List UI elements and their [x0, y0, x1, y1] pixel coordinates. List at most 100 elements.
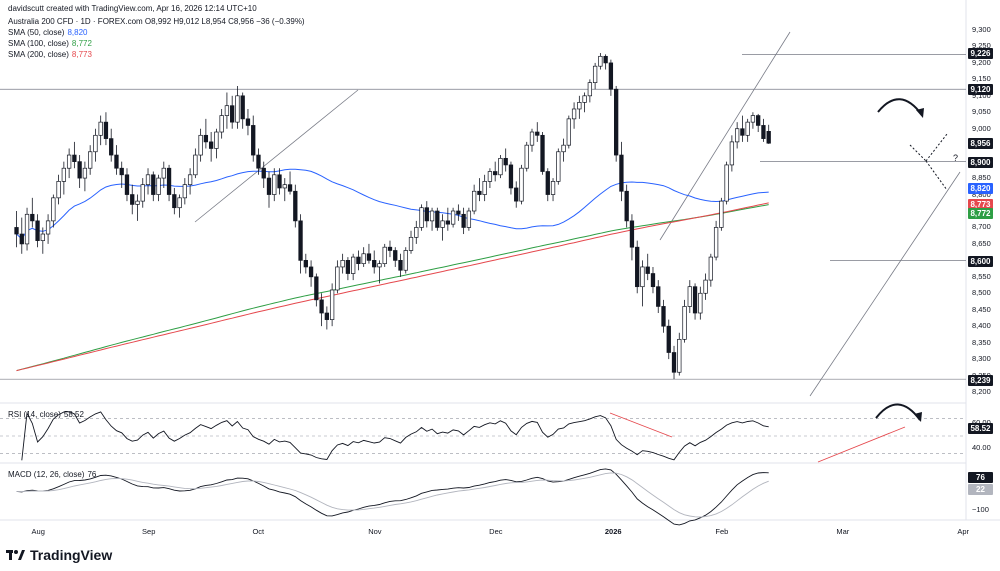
trend-line: [194, 89, 359, 223]
candle-body: [61, 167, 67, 182]
candle-body: [571, 108, 577, 120]
candle-body: [614, 88, 619, 156]
macd-signal-line: [16, 472, 769, 518]
candle-body: [766, 131, 771, 144]
sma50-legend[interactable]: SMA (50, close) 8,820: [8, 28, 88, 37]
candle-body: [109, 138, 114, 156]
price-tick-label: 9,200: [972, 57, 991, 67]
candle-body: [372, 260, 377, 268]
horizontal-levels: [0, 54, 966, 380]
price-tag-level: 8,600: [968, 256, 993, 267]
candle-body: [93, 134, 98, 153]
candle-body: [703, 279, 708, 294]
price-tick-label: 9,300: [972, 25, 991, 34]
sma100-value: 8,772: [71, 39, 92, 48]
scenario-up-dotted: [925, 133, 948, 162]
price-tag-level: 9,226: [968, 48, 993, 59]
candle-body: [361, 253, 366, 265]
candle-body: [461, 213, 466, 228]
candle-body: [529, 131, 535, 146]
candle-body: [498, 157, 503, 176]
rsi-legend[interactable]: RSI (14, close) 58.52: [8, 410, 84, 419]
rsi-value: 58.52: [63, 410, 84, 419]
candle-body: [277, 174, 282, 189]
candle-body: [708, 256, 713, 281]
sma200-value: 8,773: [71, 50, 92, 59]
candle-body: [650, 273, 656, 288]
candle-body: [161, 167, 166, 179]
candle-body: [145, 174, 151, 186]
sma100-legend[interactable]: SMA (100, close) 8,772: [8, 39, 92, 48]
candle-body: [261, 167, 266, 179]
time-tick-label: Oct: [252, 527, 265, 536]
candle-body: [561, 144, 566, 153]
candle-body: [308, 266, 314, 278]
candle-body: [24, 213, 30, 245]
rsi-tick-40: 40.00: [972, 443, 991, 452]
candle-body: [266, 177, 272, 195]
candle-body: [393, 250, 398, 261]
candle-body: [440, 220, 445, 228]
candle-body: [177, 197, 182, 209]
candle-body: [445, 220, 450, 225]
candle-body: [66, 154, 72, 169]
candle-body: [329, 289, 335, 320]
price-tick-label: 8,550: [972, 271, 991, 281]
candle-body: [356, 256, 361, 265]
candle-body: [645, 266, 650, 274]
candle-body: [698, 292, 703, 314]
candle-body: [734, 128, 740, 143]
candle-body: [251, 125, 256, 156]
rsi-value-tag: 58.52: [968, 423, 993, 434]
candle-body: [324, 312, 330, 320]
candle-body: [624, 190, 629, 222]
candle-body: [724, 164, 729, 202]
candle-body: [545, 171, 550, 195]
price-tag-close: 8,956: [968, 138, 993, 149]
candle-body: [577, 102, 582, 110]
candle-body: [114, 154, 119, 169]
trend-line: [809, 171, 961, 397]
price-tag-sma200: 8,773: [968, 199, 993, 210]
time-tick-label: 2026: [604, 527, 622, 536]
candle-body: [656, 286, 661, 307]
candle-body: [466, 210, 472, 228]
candle-body: [345, 260, 351, 274]
candle-body: [729, 141, 735, 166]
tradingview-logo: TradingView: [6, 547, 112, 563]
candle-body: [482, 181, 487, 195]
candle-body: [340, 260, 345, 268]
candle-body: [761, 125, 766, 139]
sma200-legend[interactable]: SMA (200, close) 8,773: [8, 50, 92, 59]
candle-body: [187, 174, 193, 186]
candle-body: [740, 128, 745, 136]
candle-body: [387, 246, 393, 251]
top-arc-arrowhead: [916, 108, 924, 118]
candle-body: [556, 151, 561, 182]
candle-body: [366, 253, 372, 261]
candle-body: [677, 338, 682, 373]
macd-tick-neg100: −100: [972, 505, 989, 514]
candle-body: [493, 171, 498, 176]
candle-body: [540, 134, 545, 172]
macd-legend[interactable]: MACD (12, 26, close) 76: [8, 470, 96, 479]
candle-body: [140, 184, 145, 202]
candle-body: [598, 55, 603, 67]
sma50-value: 8,820: [67, 28, 88, 37]
price-tick-label: 9,050: [972, 107, 991, 117]
candle-body: [713, 227, 719, 258]
price-tick-label: 8,850: [972, 173, 991, 183]
tradingview-logo-icon: [6, 548, 26, 562]
sma-100-line: [16, 204, 769, 372]
candle-body: [566, 118, 571, 146]
candle-body: [166, 167, 172, 195]
candle-body: [629, 220, 635, 248]
candle-body: [77, 161, 82, 179]
candle-body: [156, 177, 161, 195]
rsi-arc-arrowhead: [914, 412, 922, 422]
annotations: [609, 98, 948, 463]
time-tick-label: Feb: [715, 527, 729, 536]
candle-body: [19, 233, 24, 245]
candle-body: [98, 121, 103, 136]
